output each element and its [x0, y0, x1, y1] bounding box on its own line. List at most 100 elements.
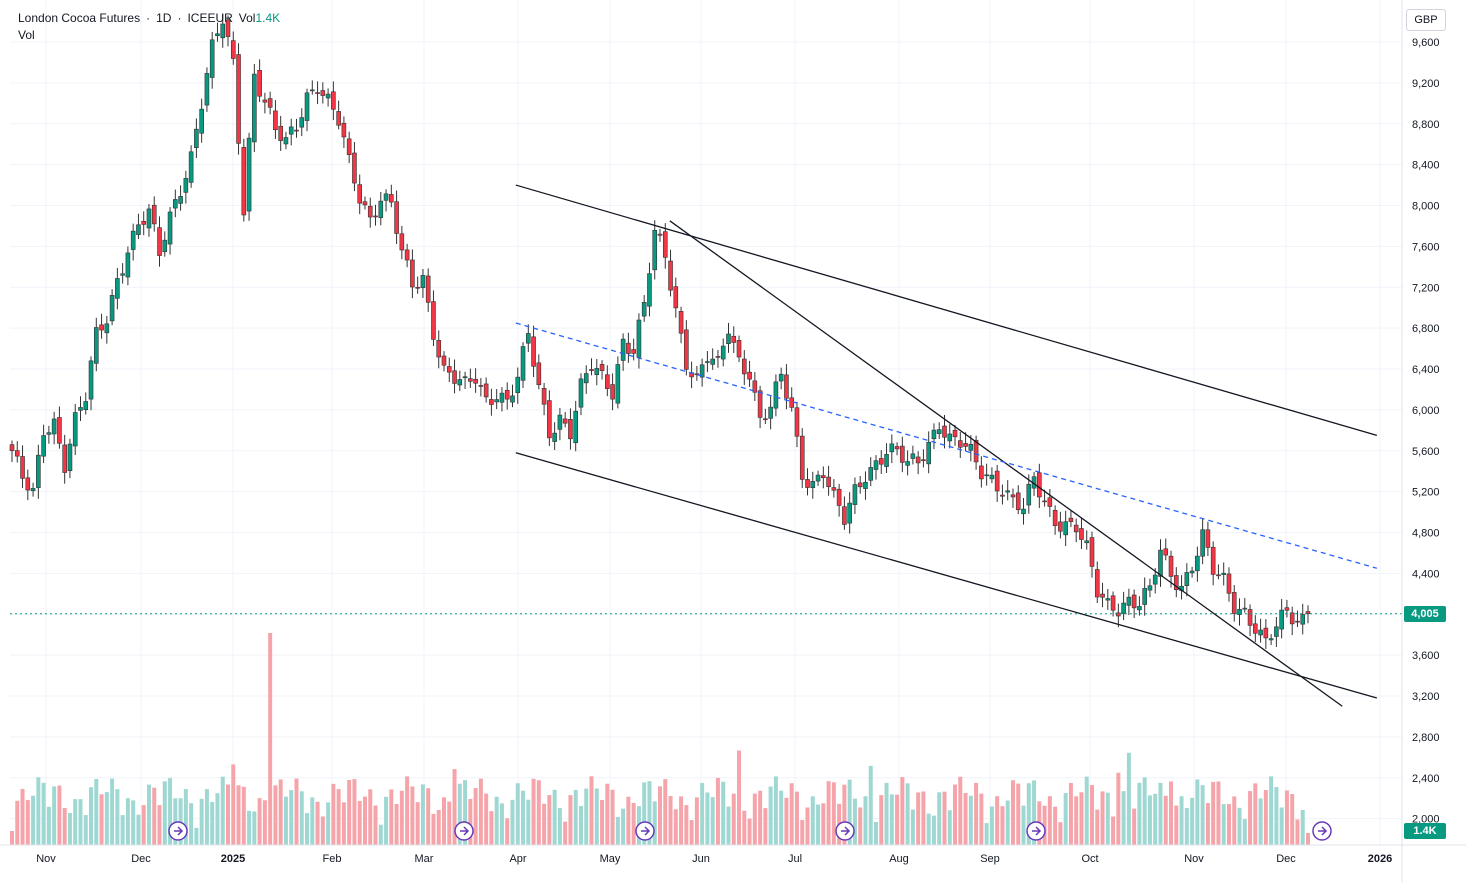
volume-bar — [531, 778, 536, 845]
candle — [178, 185, 183, 211]
volume-bar — [1274, 787, 1279, 845]
candle — [536, 354, 542, 390]
volume-bar — [420, 784, 425, 845]
volume-bar — [942, 791, 947, 845]
candle — [784, 364, 789, 410]
price-tick-label: 4,800 — [1412, 528, 1440, 540]
volume-bar — [953, 784, 958, 845]
time-tick-label: Nov — [1184, 853, 1204, 865]
volume-bar — [1063, 792, 1068, 845]
candle — [1163, 538, 1169, 561]
volume-bar — [1068, 783, 1073, 845]
volume-bar — [452, 769, 457, 845]
volume-bar — [773, 776, 778, 845]
candle — [531, 325, 536, 378]
interval-label[interactable]: 1D — [156, 11, 172, 25]
volume-bar — [1306, 833, 1310, 845]
volume-bar — [262, 800, 267, 845]
candle — [1084, 530, 1090, 550]
volume-bar — [25, 800, 30, 845]
candle — [573, 400, 579, 452]
volume-bar — [1079, 792, 1084, 845]
volume-bar — [1169, 781, 1174, 845]
event-marker-icon[interactable] — [1026, 821, 1046, 841]
time-tick-label: 2025 — [221, 853, 245, 865]
volume-bar — [510, 799, 515, 845]
candle — [626, 332, 631, 363]
event-marker-icon[interactable] — [168, 821, 188, 841]
time-tick-label: Aug — [889, 853, 909, 865]
volume-bar — [1242, 819, 1247, 845]
candle — [810, 471, 816, 499]
candle — [1026, 474, 1032, 514]
trendline-steep-resistance[interactable] — [669, 220, 1343, 707]
candle — [99, 313, 104, 339]
volume-bar — [631, 802, 636, 845]
event-marker-icon[interactable] — [835, 821, 855, 841]
candle — [209, 31, 215, 89]
volume-bar — [615, 816, 620, 845]
volume-bar — [821, 803, 826, 845]
candle — [989, 467, 995, 484]
candle — [605, 365, 610, 397]
candle — [1021, 497, 1026, 525]
candle — [736, 335, 742, 362]
candle — [25, 469, 31, 501]
volume-bar — [473, 788, 478, 845]
volume-bar — [647, 781, 652, 845]
candle — [710, 348, 715, 370]
volume-bar — [1295, 819, 1300, 845]
candle — [936, 422, 942, 439]
volume-bar — [710, 797, 715, 845]
time-tick-label: Feb — [323, 853, 342, 865]
trendline-channel-upper[interactable] — [515, 184, 1378, 437]
candle — [520, 342, 526, 388]
price-tick-label: 2,000 — [1412, 814, 1440, 826]
volume-bar — [868, 765, 873, 845]
event-marker-icon[interactable] — [1312, 821, 1332, 841]
volume-bar — [968, 795, 973, 845]
candle — [1005, 480, 1011, 501]
event-marker-icon[interactable] — [454, 821, 474, 841]
candle — [125, 246, 131, 286]
volume-bar — [331, 783, 336, 845]
volume-bar — [436, 809, 441, 845]
volume-bar — [1032, 780, 1037, 845]
volume-bar — [715, 777, 720, 845]
currency-button[interactable]: GBP — [1406, 9, 1446, 31]
candle — [78, 396, 83, 421]
candle — [510, 384, 515, 408]
volume-bar — [526, 799, 531, 845]
candle — [88, 356, 94, 411]
symbol-name[interactable]: London Cocoa Futures — [18, 11, 141, 25]
volume-bar — [521, 790, 526, 845]
candle — [1010, 488, 1016, 508]
volume-bar — [236, 785, 241, 845]
trendline-channel-lower[interactable] — [515, 452, 1378, 699]
volume-bar — [1269, 776, 1274, 845]
candle — [1205, 521, 1211, 556]
volume-bar — [573, 789, 578, 845]
candle — [552, 422, 557, 450]
volume-bar — [1090, 785, 1094, 845]
candle — [1121, 591, 1126, 621]
volume-bar — [763, 808, 768, 845]
candle — [246, 132, 252, 221]
volume-bar — [1216, 781, 1221, 845]
volume-bar — [41, 782, 46, 845]
volume-bar — [810, 796, 815, 845]
volume-bar — [605, 783, 610, 845]
trendline-dashed[interactable] — [515, 322, 1378, 569]
event-marker-icon[interactable] — [635, 821, 655, 841]
candle — [1231, 585, 1237, 622]
volume-bar — [1211, 781, 1216, 845]
candle — [157, 216, 162, 267]
candle — [610, 373, 615, 411]
candle — [394, 190, 399, 244]
volume-bar — [1258, 798, 1263, 845]
volume-bar — [747, 818, 752, 845]
candle — [947, 423, 953, 449]
candle — [446, 357, 452, 383]
time-tick-label: Oct — [1081, 853, 1098, 865]
